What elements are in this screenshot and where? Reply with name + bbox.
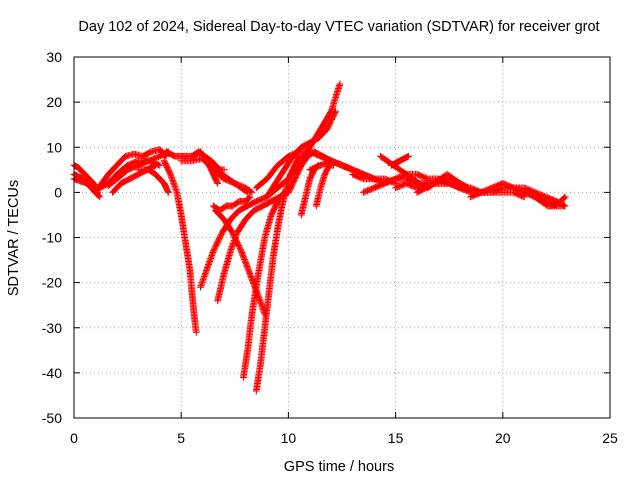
- data-point-markers: [531, 193, 569, 210]
- axis-ticks: 0 5 10 15 20 25 -50 -40 -30 -20 -10 0 10 20 30: [42, 49, 618, 446]
- y-tick-label: -50: [42, 410, 62, 426]
- x-tick-label: 10: [281, 430, 297, 446]
- data-point-markers: [387, 152, 412, 169]
- data-point-markers: [424, 170, 470, 192]
- series-trace-36: [531, 193, 569, 210]
- chart-title: Day 102 of 2024, Sidereal Day-to-day VTE…: [78, 19, 599, 35]
- series-trace-29: [387, 152, 412, 169]
- data-point-markers: [252, 152, 303, 395]
- grid: [74, 57, 610, 418]
- data-point-markers: [199, 152, 252, 196]
- series-trace-17: [252, 152, 303, 395]
- series-trace-9: [160, 157, 200, 336]
- series-trace-19: [209, 193, 254, 214]
- data-point-markers: [209, 193, 254, 214]
- data-point-markers: [160, 157, 200, 336]
- x-tick-label: 15: [388, 430, 404, 446]
- y-tick-label: 20: [46, 94, 62, 110]
- x-tick-label: 20: [495, 430, 511, 446]
- y-tick-label: -40: [42, 365, 62, 381]
- x-tick-label: 25: [602, 430, 618, 446]
- y-tick-label: 30: [46, 49, 62, 65]
- x-axis-title: GPS time / hours: [284, 459, 394, 475]
- y-tick-label: 10: [46, 139, 62, 155]
- y-tick-label: 0: [54, 184, 62, 200]
- x-tick-label: 0: [70, 430, 78, 446]
- y-tick-label: -20: [42, 275, 62, 291]
- data-point-markers: [134, 166, 172, 196]
- y-axis-title: SDTVAR / TECUs: [6, 180, 22, 296]
- series-trace-8: [134, 166, 172, 196]
- y-tick-label: -10: [42, 230, 62, 246]
- series-trace-32: [424, 170, 470, 192]
- y-tick-label: -30: [42, 320, 62, 336]
- data-point-markers: [263, 107, 339, 201]
- data-points: [70, 80, 569, 395]
- series-trace-21: [263, 107, 339, 201]
- x-tick-label: 5: [177, 430, 185, 446]
- series-trace-13: [199, 152, 252, 196]
